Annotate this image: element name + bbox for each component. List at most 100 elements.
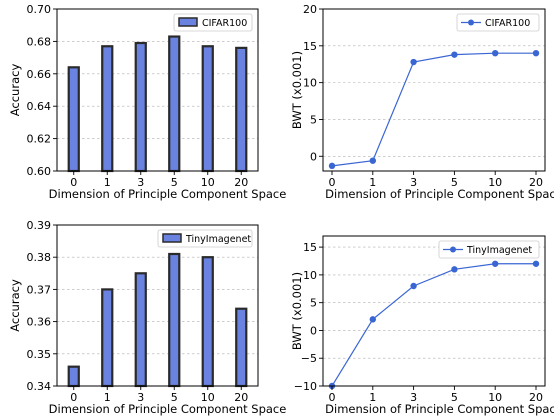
data-point [532,260,540,267]
x-tick-label: 5 [171,176,178,189]
data-point [451,51,458,58]
legend-label: CIFAR100 [202,18,247,29]
x-axis-title: Dimension of Principle Component Space [49,402,287,416]
y-tick-label: 10 [303,269,317,282]
x-tick-label: 10 [201,176,215,189]
data-point [532,49,540,57]
bar [201,256,214,388]
legend: CIFAR100 [456,13,540,32]
legend-label: CIFAR100 [485,18,530,29]
bar [168,252,181,388]
bar [235,46,248,173]
x-tick-label: 3 [137,391,144,404]
y-tick-label: 15 [303,40,317,53]
plot-frame [56,224,259,387]
x-tick-label: 1 [104,391,111,404]
y-tick-label: 0 [310,150,317,163]
x-tick-label: 0 [329,391,336,404]
legend: TinyImagenet [438,240,540,259]
data-point [328,162,336,170]
bar [134,41,147,173]
legend: TinyImagenet [157,229,253,248]
y-tick-label: 0 [310,324,317,337]
y-tick-label: 15 [303,241,317,254]
data-point [492,260,499,267]
x-tick-label: 5 [451,391,458,404]
plot-frame [56,8,259,172]
x-tick-label: 10 [488,176,502,189]
data-point [410,282,417,290]
x-tick-label: 10 [488,391,502,404]
y-tick-label: 0.68 [27,35,52,48]
bar [235,307,248,388]
legend-label: TinyImagenet [466,245,532,256]
y-tick-label: 0.36 [27,316,52,329]
x-tick-label: 1 [104,176,111,189]
y-tick-label: 0.60 [27,165,52,178]
data-point [410,58,417,66]
x-tick-label: 0 [329,176,336,189]
x-tick-label: 3 [410,391,417,404]
data-point [451,266,458,273]
y-axis-title: BWT (x0.001) [290,272,304,350]
y-tick-label: −10 [294,380,317,393]
y-tick-label: 20 [303,3,317,16]
bar [101,288,114,388]
x-tick-label: 3 [137,176,144,189]
y-tick-label: 5 [310,297,317,310]
y-tick-label: 0.64 [27,100,52,113]
data-point [492,49,499,57]
legend-swatch [178,17,198,27]
series-line [331,52,536,167]
y-tick-label: 0.70 [27,3,52,16]
legend-marker [468,19,474,26]
x-tick-label: 10 [201,391,215,404]
y-tick-label: 0.34 [27,380,52,393]
legend-marker [450,246,456,253]
x-tick-label: 20 [234,176,248,189]
bar [201,45,214,173]
legend-box [438,240,540,259]
bar [168,35,181,173]
x-tick-label: 1 [369,391,376,404]
x-axis-title: Dimension of Principle Component Space [325,402,554,416]
y-axis-title: BWT (x0.001) [290,51,304,129]
x-tick-label: 5 [451,176,458,189]
legend-box [456,13,540,32]
x-tick-label: 0 [70,176,77,189]
y-tick-label: 0.35 [27,348,52,361]
y-tick-label: 0.66 [27,68,52,81]
y-axis-title: Accuracy [8,64,22,117]
chart-panel-1: 0.60 0.62 0.64 0.66 0.68 0.70 0 1 3 5 10 20Dimensio… [8,3,286,201]
data-point [369,157,376,164]
x-tick-label: 1 [369,176,376,189]
legend-label: TinyImagenet [185,234,251,245]
bar [101,45,114,173]
x-tick-label: 5 [171,391,178,404]
x-tick-label: 20 [234,391,248,404]
legend-swatch [162,233,182,243]
y-tick-label: 0.39 [27,219,52,232]
x-tick-label: 0 [70,391,77,404]
x-tick-label: 3 [410,176,417,189]
x-axis-title: Dimension of Principle Component Space [325,187,554,201]
bar [67,66,80,173]
series-line [331,263,536,387]
x-axis-title: Dimension of Principle Component Space [49,187,287,201]
legend: CIFAR100 [173,13,253,32]
bar [134,272,147,388]
bar [67,365,80,388]
plot-frame [322,235,546,387]
plot-frame [322,8,546,172]
y-axis-title: Accuracy [8,279,22,332]
y-tick-label: 10 [303,77,317,90]
y-tick-label: 0.38 [27,251,52,264]
y-tick-label: 5 [310,113,317,126]
x-tick-label: 20 [529,391,543,404]
y-tick-label: 0.37 [27,283,52,296]
data-point [369,316,376,323]
chart-panel-3: 0.34 0.35 0.36 0.37 0.38 0.39 0 1 3 5 10 20Dimensio… [8,219,286,416]
y-tick-label: −5 [301,352,317,365]
